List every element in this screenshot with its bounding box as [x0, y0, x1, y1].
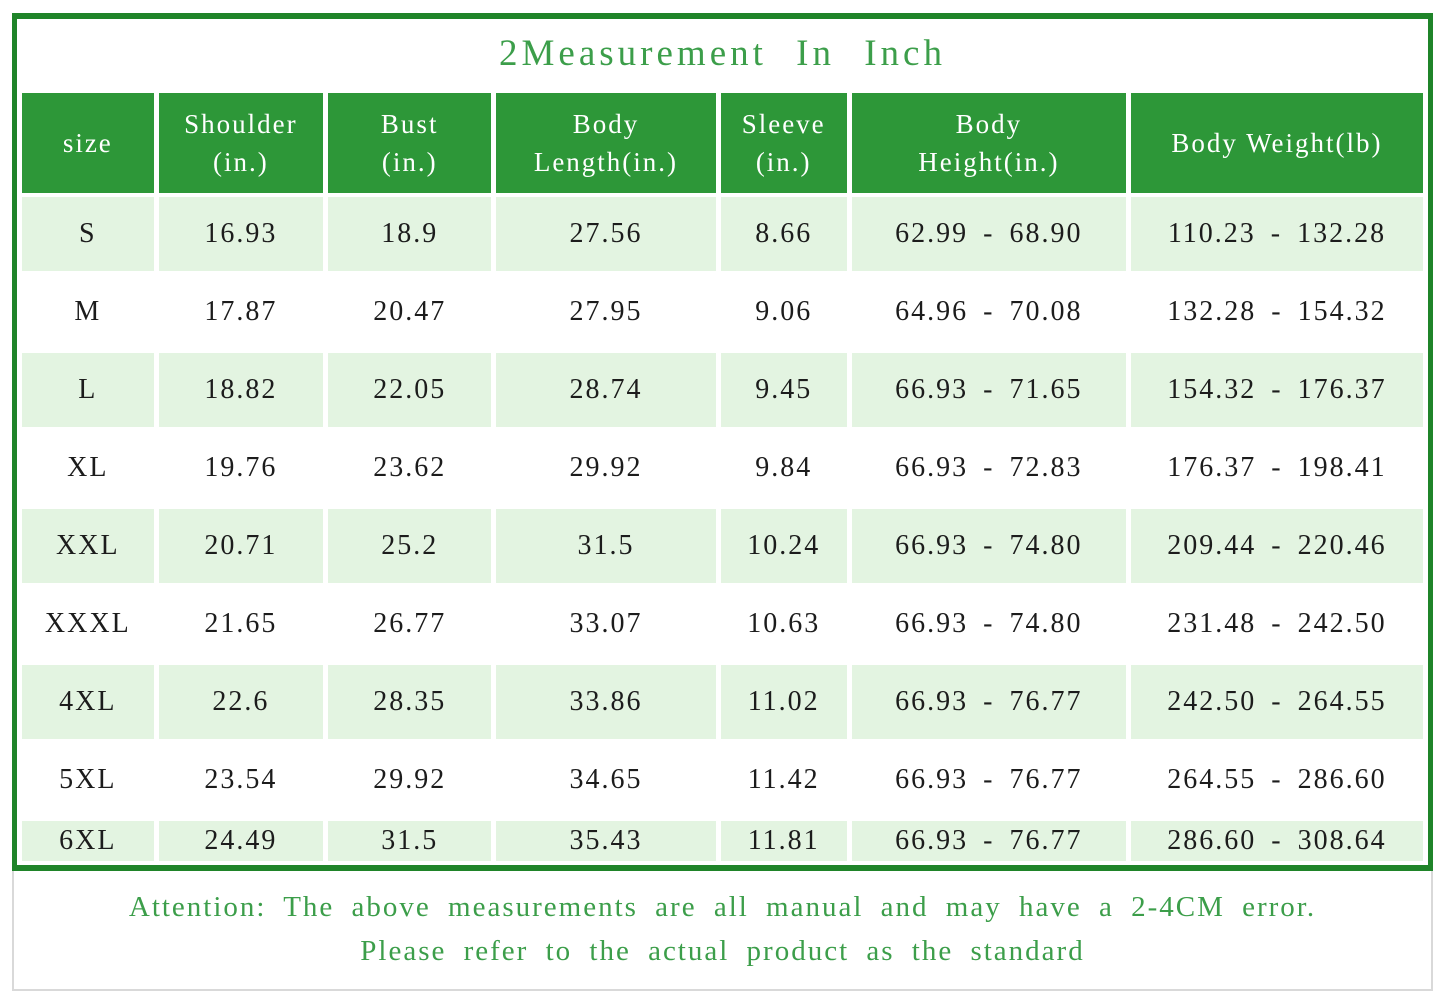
table-cell: 110.23 - 132.28: [1130, 197, 1423, 271]
attention-note: Attention: The above measurements are al…: [12, 871, 1433, 991]
table-cell: 9.45: [720, 353, 847, 427]
header-line: (in.): [755, 147, 812, 177]
size-cell: 6XL: [22, 821, 154, 861]
table-row-s: S 16.93 18.9 27.56 8.66 62.99 - 68.90 11…: [22, 197, 1423, 271]
header-line: Height(in.): [918, 147, 1060, 177]
table-row-xxxl: XXXL 21.65 26.77 33.07 10.63 66.93 - 74.…: [22, 587, 1423, 661]
header-line: Body: [572, 109, 640, 139]
table-cell: 242.50 - 264.55: [1130, 665, 1423, 739]
table-cell: 10.24: [720, 509, 847, 583]
table-cell: 209.44 - 220.46: [1130, 509, 1423, 583]
table-cell: 19.76: [158, 431, 324, 505]
table-cell: 33.86: [496, 665, 716, 739]
table-cell: 31.5: [328, 821, 492, 861]
table-cell: 21.65: [158, 587, 324, 661]
table-cell: 66.93 - 76.77: [851, 743, 1126, 817]
table-cell: 16.93: [158, 197, 324, 271]
table-cell: 20.47: [328, 275, 492, 349]
header-line: (in.): [381, 147, 438, 177]
size-cell: XL: [22, 431, 154, 505]
attention-line-2: Please refer to the actual product as th…: [360, 935, 1085, 967]
column-header-sleeve: Sleeve (in.): [720, 93, 847, 193]
table-cell: 29.92: [328, 743, 492, 817]
size-cell: L: [22, 353, 154, 427]
table-cell: 9.06: [720, 275, 847, 349]
table-cell: 11.42: [720, 743, 847, 817]
table-cell: 23.62: [328, 431, 492, 505]
table-cell: 28.74: [496, 353, 716, 427]
table-cell: 62.99 - 68.90: [851, 197, 1126, 271]
table-cell: 66.93 - 71.65: [851, 353, 1126, 427]
table-cell: 27.56: [496, 197, 716, 271]
table-cell: 34.65: [496, 743, 716, 817]
table-cell: 20.71: [158, 509, 324, 583]
table-cell: 27.95: [496, 275, 716, 349]
table-cell: 66.93 - 74.80: [851, 509, 1126, 583]
header-row: size Shoulder (in.) Bust (in.) Body Length(…: [22, 93, 1423, 193]
table-cell: 66.93 - 76.77: [851, 821, 1126, 861]
header-line: Sleeve: [741, 109, 826, 139]
header-line: size: [62, 128, 113, 158]
table-cell: 23.54: [158, 743, 324, 817]
table-cell: 31.5: [496, 509, 716, 583]
table-cell: 64.96 - 70.08: [851, 275, 1126, 349]
table-row-l: L 18.82 22.05 28.74 9.45 66.93 - 71.65 1…: [22, 353, 1423, 427]
table-cell: 22.6: [158, 665, 324, 739]
size-cell: XXL: [22, 509, 154, 583]
table-cell: 11.81: [720, 821, 847, 861]
column-header-body-height: Body Height(in.): [851, 93, 1126, 193]
table-cell: 132.28 - 154.32: [1130, 275, 1423, 349]
table-cell: 66.93 - 72.83: [851, 431, 1126, 505]
table-cell: 286.60 - 308.64: [1130, 821, 1423, 861]
size-chart-panel: 2Measurement In Inch size Shoulder (in.) …: [12, 13, 1433, 871]
table-cell: 24.49: [158, 821, 324, 861]
table-cell: 9.84: [720, 431, 847, 505]
table-cell: 18.9: [328, 197, 492, 271]
table-row-m: M 17.87 20.47 27.95 9.06 64.96 - 70.08 1…: [22, 275, 1423, 349]
column-header-size: size: [22, 93, 154, 193]
chart-title: 2Measurement In Inch: [499, 33, 946, 74]
size-cell: S: [22, 197, 154, 271]
size-cell: M: [22, 275, 154, 349]
header-line: Bust: [380, 109, 439, 139]
table-cell: 26.77: [328, 587, 492, 661]
table-cell: 22.05: [328, 353, 492, 427]
size-cell: 5XL: [22, 743, 154, 817]
attention-line-1: Attention: The above measurements are al…: [128, 891, 1317, 923]
table-cell: 66.93 - 74.80: [851, 587, 1126, 661]
table-cell: 17.87: [158, 275, 324, 349]
table-cell: 264.55 - 286.60: [1130, 743, 1423, 817]
header-line: Body: [955, 109, 1023, 139]
table-cell: 231.48 - 242.50: [1130, 587, 1423, 661]
table-cell: 35.43: [496, 821, 716, 861]
column-header-body-length: Body Length(in.): [496, 93, 716, 193]
table-row-5xl: 5XL 23.54 29.92 34.65 11.42 66.93 - 76.7…: [22, 743, 1423, 817]
table-cell: 8.66: [720, 197, 847, 271]
table-cell: 18.82: [158, 353, 324, 427]
table-row-6xl: 6XL 24.49 31.5 35.43 11.81 66.93 - 76.77…: [22, 821, 1423, 861]
table-cell: 25.2: [328, 509, 492, 583]
table-cell: 154.32 - 176.37: [1130, 353, 1423, 427]
column-header-bust: Bust (in.): [328, 93, 492, 193]
header-line: Shoulder: [184, 109, 298, 139]
table-cell: 176.37 - 198.41: [1130, 431, 1423, 505]
table-cell: 66.93 - 76.77: [851, 665, 1126, 739]
size-cell: 4XL: [22, 665, 154, 739]
column-header-body-weight: Body Weight(lb): [1130, 93, 1423, 193]
table-row-4xl: 4XL 22.6 28.35 33.86 11.02 66.93 - 76.77…: [22, 665, 1423, 739]
table-cell: 10.63: [720, 587, 847, 661]
table-cell: 28.35: [328, 665, 492, 739]
table-cell: 29.92: [496, 431, 716, 505]
size-cell: XXXL: [22, 587, 154, 661]
table-row-xl: XL 19.76 23.62 29.92 9.84 66.93 - 72.83 …: [22, 431, 1423, 505]
header-line: Body Weight(lb): [1171, 128, 1383, 158]
header-line: (in.): [213, 147, 269, 177]
size-table: size Shoulder (in.) Bust (in.) Body Length(…: [17, 89, 1428, 865]
table-row-xxl: XXL 20.71 25.2 31.5 10.24 66.93 - 74.80 …: [22, 509, 1423, 583]
column-header-shoulder: Shoulder (in.): [158, 93, 324, 193]
table-cell: 11.02: [720, 665, 847, 739]
table-cell: 33.07: [496, 587, 716, 661]
header-line: Length(in.): [533, 147, 679, 177]
